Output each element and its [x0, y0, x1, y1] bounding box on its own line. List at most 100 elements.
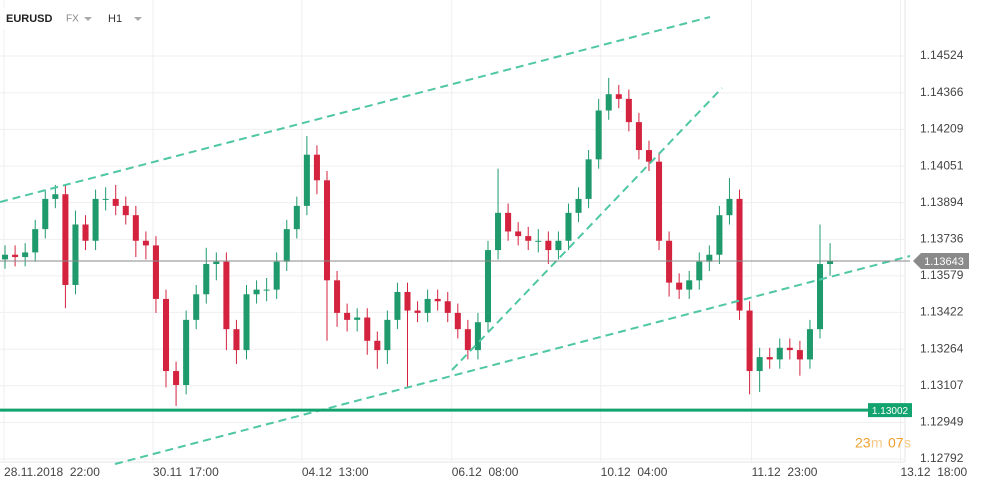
countdown-minutes: 23	[855, 435, 871, 451]
candle-body	[173, 371, 180, 385]
candle-body	[193, 294, 200, 320]
candle-body	[615, 94, 622, 99]
candle-body	[384, 319, 391, 351]
candle-body	[424, 298, 431, 313]
candle-body	[625, 98, 632, 123]
candle-body	[404, 291, 411, 311]
trend-lines	[0, 16, 911, 465]
candle-body	[444, 301, 451, 313]
candle-body	[656, 161, 663, 241]
candle-body	[816, 264, 824, 330]
countdown-seconds: 07	[888, 435, 904, 451]
dropdown-arrow[interactable]	[84, 17, 92, 21]
candle-body	[122, 205, 129, 216]
candle-body	[464, 329, 471, 351]
candle-body	[112, 198, 119, 206]
dropdown-arrow[interactable]	[134, 17, 142, 21]
candle-body	[565, 212, 572, 241]
candle-body	[484, 250, 492, 323]
candle-body	[474, 322, 481, 351]
candle-body	[82, 224, 89, 241]
candle-body	[253, 289, 260, 295]
price-label: 1.13002	[872, 406, 909, 417]
candle-body	[162, 298, 170, 372]
candle-body	[42, 198, 49, 230]
candle-body	[364, 317, 371, 341]
candle-body	[313, 154, 320, 181]
candle-body	[796, 350, 803, 360]
candle-body	[243, 294, 250, 351]
candle-body	[283, 229, 290, 262]
candle-body	[344, 312, 351, 320]
overlay: 1.13643 1.13002	[0, 253, 969, 418]
candle-body	[152, 245, 159, 299]
candle-body	[515, 231, 522, 237]
x-tick-label: 30.11 17:00	[153, 465, 219, 479]
candle-body	[454, 312, 461, 330]
candle-body	[233, 329, 240, 351]
price-label-bg	[868, 403, 912, 418]
candle-body	[746, 310, 753, 372]
y-tick-label: 1.13579	[920, 268, 964, 282]
candle-body	[575, 198, 582, 213]
candle-body	[505, 212, 512, 232]
trend-line	[451, 87, 723, 371]
candle-body	[766, 357, 773, 360]
candle-body	[273, 261, 280, 290]
header-bg	[0, 8, 150, 30]
candle-body	[263, 289, 270, 291]
candle-body	[635, 122, 642, 151]
candles	[2, 77, 834, 406]
candle-body	[62, 194, 69, 285]
y-tick-label: 1.13107	[920, 378, 964, 392]
candle-body	[645, 150, 652, 162]
trend-line	[0, 16, 711, 203]
candle-body	[696, 261, 703, 281]
candle-body	[555, 240, 562, 251]
candle-body	[806, 329, 813, 360]
candle-body	[213, 261, 220, 265]
x-tick-label: 13.12 18:00	[901, 465, 968, 479]
candle-body	[495, 212, 502, 251]
candle-body	[223, 261, 230, 330]
y-tick-label: 1.12949	[920, 415, 964, 429]
candle-body	[776, 347, 783, 360]
timeframe[interactable]: H1	[108, 13, 122, 25]
y-tick-label: 1.14209	[920, 122, 964, 136]
candle-body	[22, 252, 29, 258]
candle-body	[726, 198, 733, 216]
x-tick-label: 10.12 04:00	[601, 465, 668, 479]
candle-body	[666, 240, 673, 283]
candle-body	[605, 94, 612, 111]
candle-body	[827, 261, 834, 265]
grid	[0, 0, 905, 462]
candle-body	[676, 282, 683, 290]
symbol[interactable]: EURUSD	[6, 13, 53, 25]
candle-body	[414, 310, 421, 313]
y-tick-label: 1.13264	[920, 341, 964, 355]
x-tick-label: 04.12 13:00	[302, 465, 369, 479]
candle-body	[72, 224, 79, 285]
candle-body	[102, 198, 109, 200]
x-tick-label: 06.12 08:00	[452, 465, 519, 479]
candle-body	[535, 240, 542, 242]
price-label-bg	[913, 253, 969, 270]
candle-body	[354, 317, 361, 320]
candle-body	[686, 280, 693, 290]
candle-body	[756, 357, 763, 372]
y-tick-label: 1.13894	[920, 195, 964, 209]
price-label: 1.13643	[924, 256, 964, 268]
y-tick-label: 1.14051	[920, 158, 964, 172]
candle-body	[293, 205, 300, 230]
candle-body	[203, 264, 210, 295]
candle-body	[434, 298, 441, 302]
candle-body	[394, 291, 401, 320]
market[interactable]: FX	[66, 14, 79, 25]
candle-body	[706, 254, 713, 262]
candle-body	[545, 240, 552, 251]
x-tick-label: 28.11.2018 22:00	[4, 465, 100, 479]
candle-body	[2, 254, 9, 260]
countdown-unit: s	[904, 435, 911, 451]
countdown-unit: m	[871, 435, 883, 451]
